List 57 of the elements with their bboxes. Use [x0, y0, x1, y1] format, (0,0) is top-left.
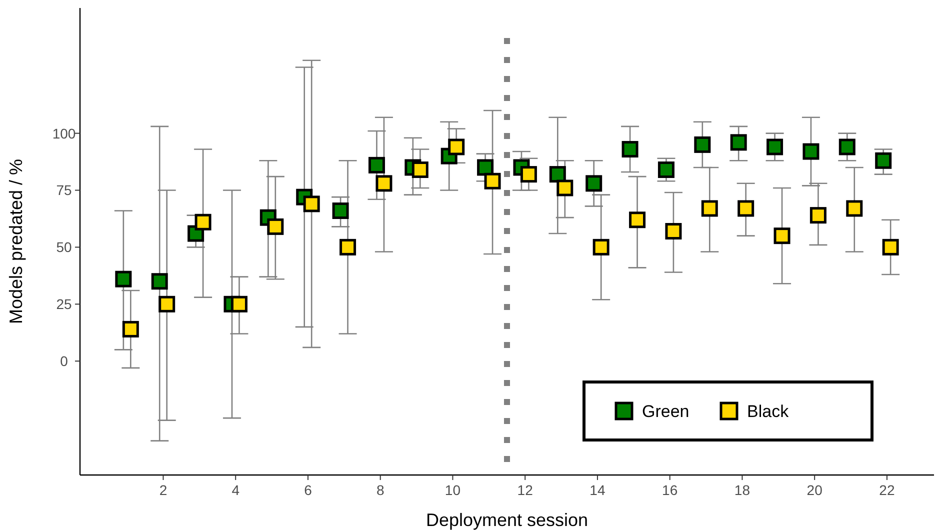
point — [332, 202, 349, 219]
x-tick-label: 14 — [590, 482, 606, 498]
legend-label: Black — [747, 402, 790, 421]
point — [838, 138, 856, 156]
point — [875, 152, 892, 169]
point — [303, 196, 320, 212]
point — [556, 180, 574, 196]
x-tick-label: 20 — [806, 482, 823, 498]
x-tick-label: 4 — [232, 482, 240, 498]
point — [549, 166, 566, 183]
point — [520, 166, 537, 183]
x-tick-label: 10 — [444, 482, 461, 498]
point — [665, 223, 682, 240]
point — [484, 172, 501, 190]
point — [586, 175, 602, 192]
x-tick-label: 22 — [879, 482, 895, 498]
point — [701, 200, 718, 217]
point — [477, 159, 494, 176]
point — [629, 212, 646, 228]
x-tick-label: 12 — [517, 482, 534, 498]
x-tick-label: 8 — [376, 482, 384, 498]
point — [376, 175, 392, 192]
point — [774, 228, 790, 244]
y-tick-label: 0 — [60, 353, 68, 370]
y-tick-label: 25 — [56, 296, 72, 312]
point — [738, 200, 754, 217]
point — [230, 296, 248, 312]
x-tick-label: 6 — [304, 482, 312, 498]
y-tick-label: 75 — [56, 182, 72, 198]
point — [658, 161, 674, 178]
x-tick-label: 18 — [734, 482, 750, 498]
y-tick-label: 100 — [52, 125, 76, 142]
x-axis-title: Deployment session — [426, 510, 588, 530]
point — [340, 238, 356, 256]
point — [766, 138, 784, 156]
point — [448, 138, 465, 156]
point — [158, 296, 176, 312]
point — [882, 238, 899, 256]
x-tick-label: 16 — [662, 482, 678, 498]
point — [194, 214, 212, 230]
point — [368, 156, 385, 174]
point — [810, 207, 826, 224]
point — [412, 161, 428, 178]
point — [802, 143, 820, 160]
point — [730, 134, 747, 151]
point — [151, 273, 168, 290]
x-tick-label: 2 — [159, 482, 168, 498]
point — [694, 136, 711, 153]
point — [622, 140, 638, 158]
point — [592, 238, 610, 256]
point — [846, 200, 863, 217]
legend-label: Green — [642, 402, 690, 421]
point — [267, 218, 284, 235]
y-axis-title: Models predated / % — [6, 158, 26, 324]
point — [122, 320, 139, 338]
point — [115, 270, 132, 288]
y-tick-label: 50 — [56, 239, 72, 256]
